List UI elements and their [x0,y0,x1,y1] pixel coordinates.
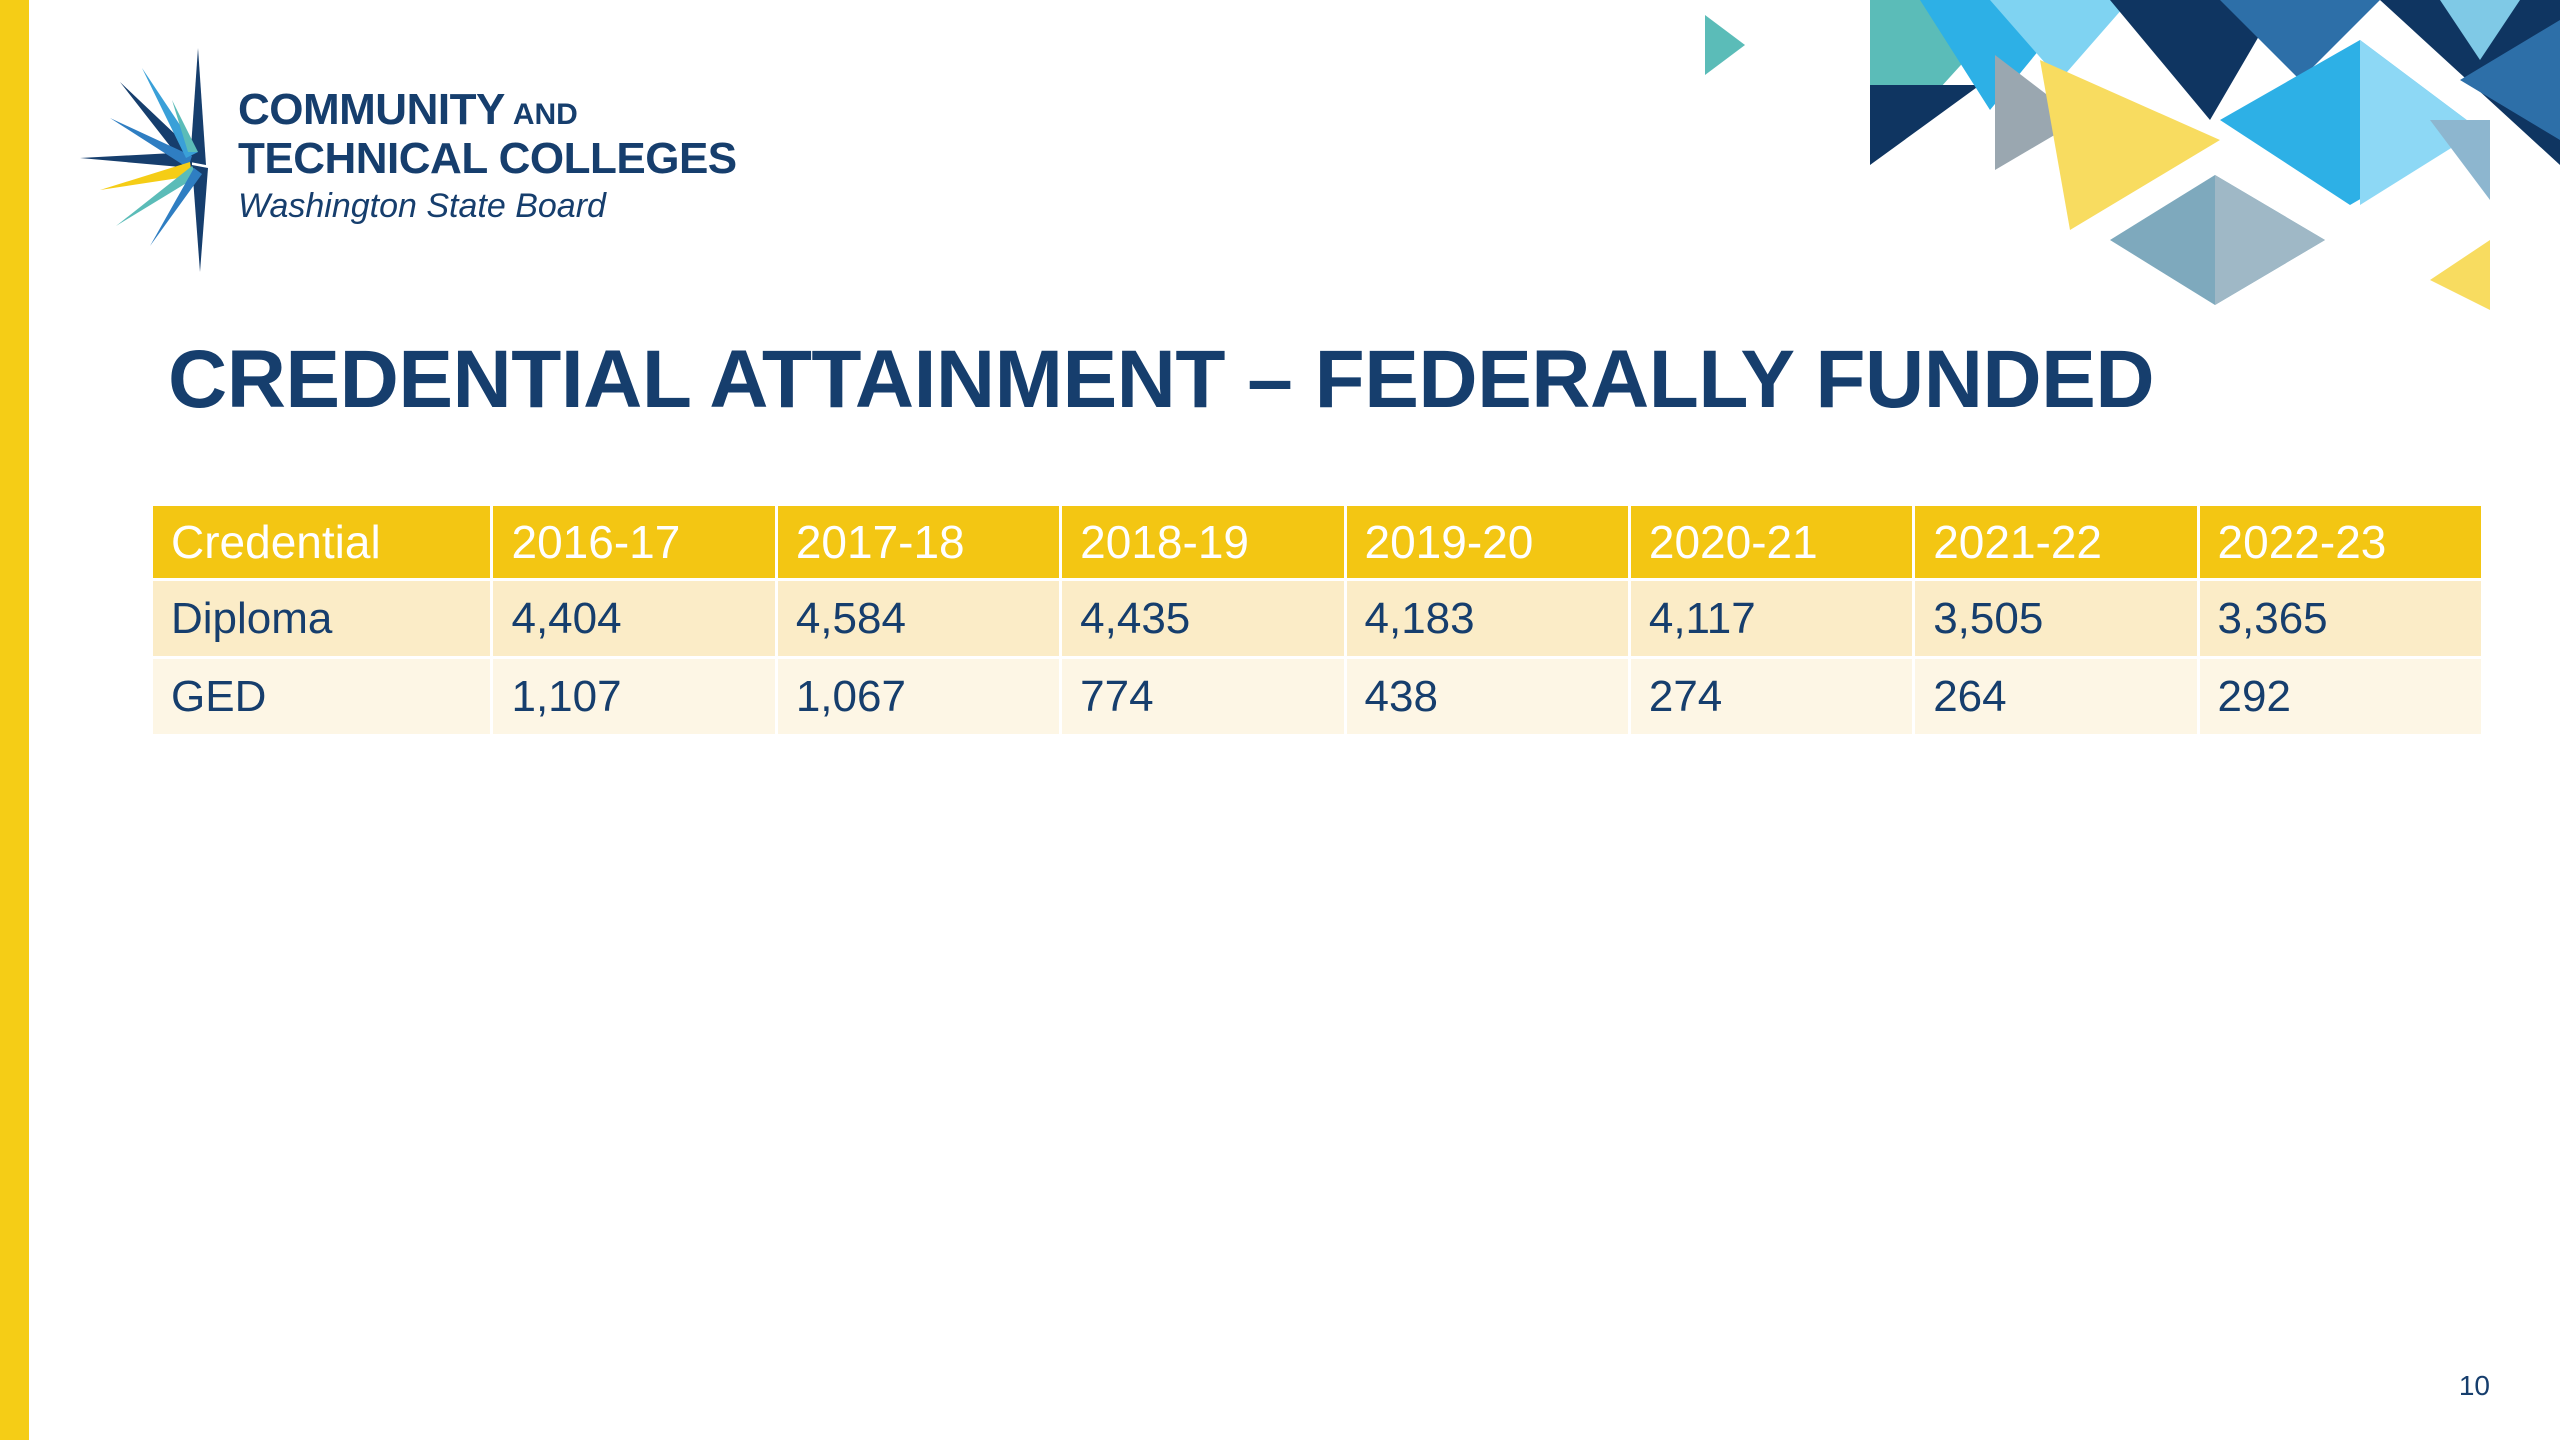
table-cell: 4,435 [1062,581,1344,659]
page-number: 10 [2458,1370,2490,1401]
table-cell: 274 [1630,659,1913,737]
table-row-diploma: Diploma 4,404 4,584 4,435 4,183 4,117 3,… [153,581,2481,659]
logo-and: AND [512,98,578,131]
header-2022-23: 2022-23 [2199,506,2481,581]
table-cell: 438 [1346,659,1628,737]
header-2019-20: 2019-20 [1346,506,1628,581]
header-credential: Credential [153,506,491,581]
header-2017-18: 2017-18 [777,506,1060,581]
page-title: CREDENTIAL ATTAINMENT – FEDERALLY FUNDED [168,334,2155,425]
table-cell: 4,117 [1630,581,1913,659]
table-cell: 1,107 [493,659,775,737]
table-cell: 292 [2199,659,2481,737]
logo-line-state-board: Washington State Board [238,187,606,225]
logo: COMMUNITY AND TECHNICAL COLLEGES Washingt… [80,40,780,280]
left-accent-bar [0,0,29,1440]
table-cell: 3,365 [2199,581,2481,659]
table-cell: 4,404 [493,581,775,659]
table-cell: 3,505 [1915,581,2197,659]
table-cell: 774 [1062,659,1344,737]
table-cell: GED [153,659,491,737]
table-cell: Diploma [153,581,491,659]
header-2016-17: 2016-17 [493,506,775,581]
table-cell: 264 [1915,659,2197,737]
decorative-triangles-graphic [1705,0,2560,310]
credential-table: Credential 2016-17 2017-18 2018-19 2019-… [150,506,2484,737]
table-cell: 4,584 [777,581,1060,659]
table-header-row: Credential 2016-17 2017-18 2018-19 2019-… [153,506,2481,581]
table-row-ged: GED 1,107 1,067 774 438 274 264 292 [153,659,2481,737]
logo-line-technical-colleges: TECHNICAL COLLEGES [238,134,737,183]
header-2018-19: 2018-19 [1062,506,1344,581]
logo-line-community: COMMUNITY AND [238,85,578,134]
logo-text: COMMUNITY AND TECHNICAL COLLEGES Washingt… [238,88,737,231]
starburst-logo-icon [80,48,208,272]
table-cell: 1,067 [777,659,1060,737]
table-cell: 4,183 [1346,581,1628,659]
header-2020-21: 2020-21 [1630,506,1913,581]
header-2021-22: 2021-22 [1915,506,2197,581]
